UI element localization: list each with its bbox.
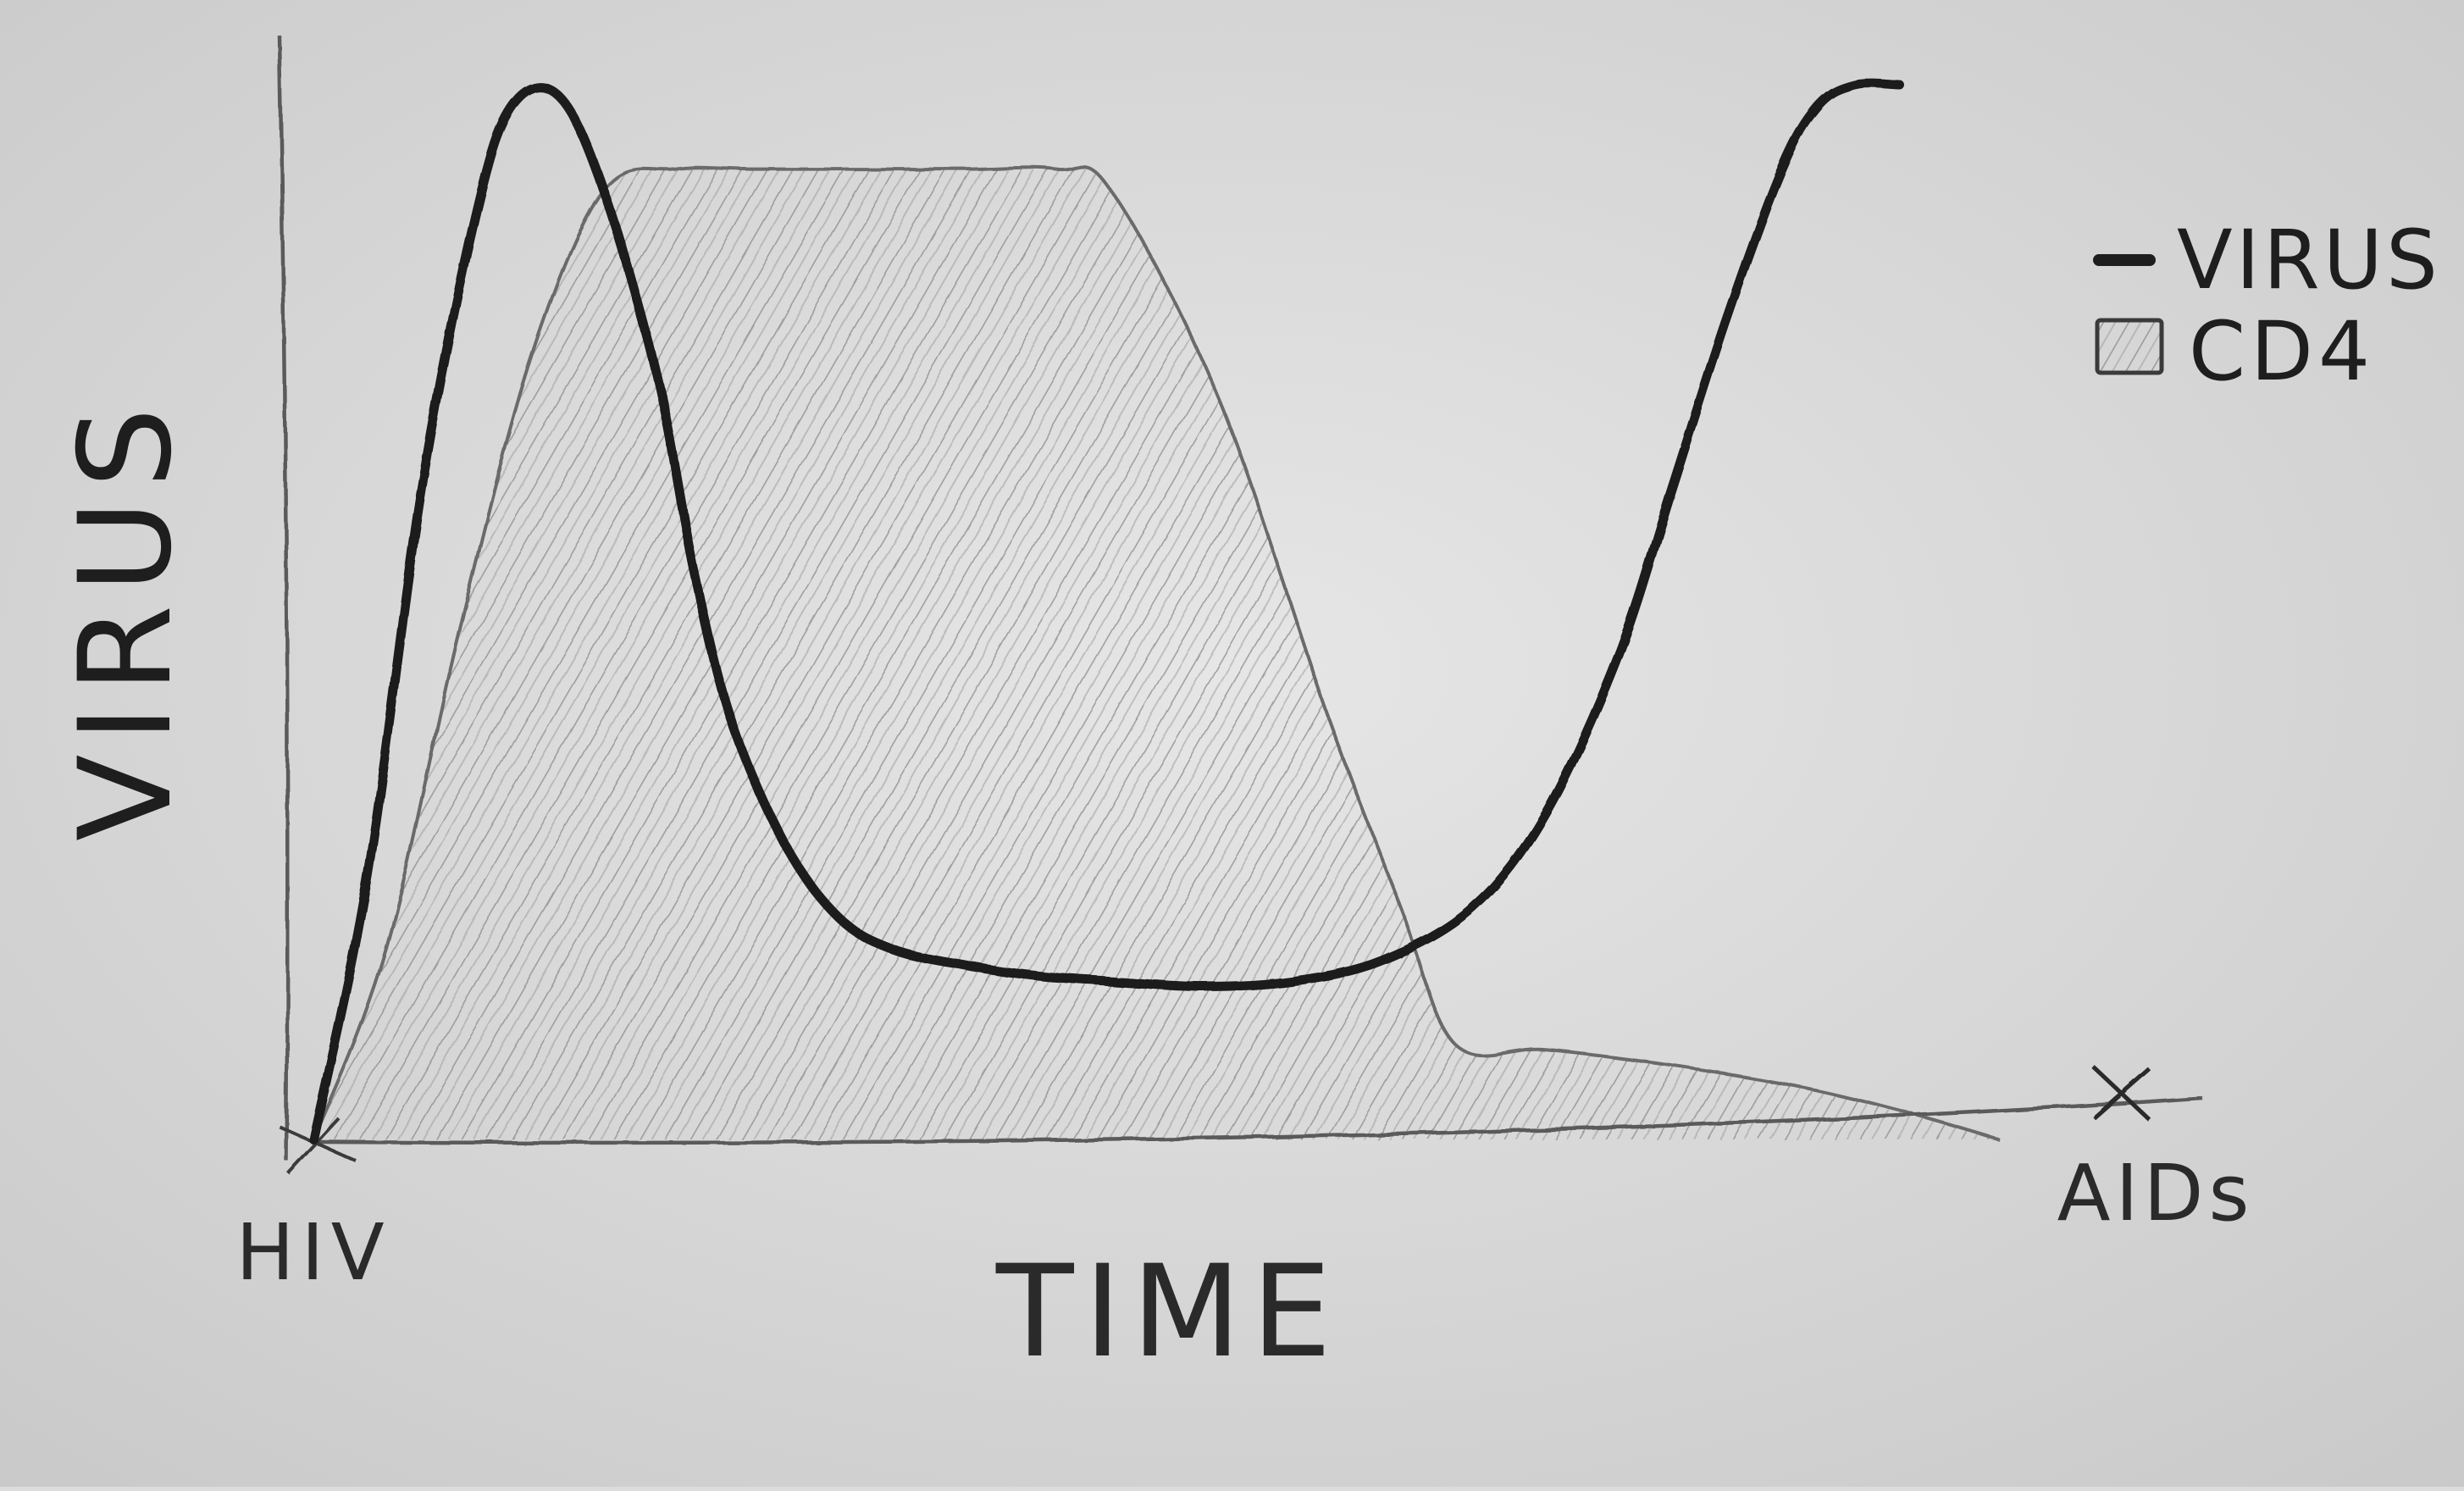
hiv-tick-label: HIV	[235, 1207, 390, 1298]
legend: VIRUS CD4	[2093, 213, 2441, 399]
x-axis	[311, 1095, 2203, 1145]
x-axis-label: TIME	[995, 1239, 1342, 1386]
legend-cd4-swatch	[2095, 318, 2164, 375]
y-axis	[277, 35, 290, 1161]
cd4-series	[312, 164, 2000, 1141]
y-axis-label: VIRUS	[53, 396, 200, 841]
virus-line	[308, 78, 1904, 1145]
legend-cd4-label: CD4	[2189, 304, 2375, 399]
virus-series	[308, 78, 1904, 1145]
axes	[277, 35, 2203, 1175]
legend-virus-label: VIRUS	[2177, 213, 2441, 308]
cd4-area	[313, 166, 2000, 1140]
aids-tick-label: AIDs	[2057, 1148, 2255, 1239]
cd4-outline	[312, 164, 2000, 1141]
aids-cross-mark	[2090, 1064, 2151, 1122]
origin-cross-mark	[279, 1117, 357, 1175]
